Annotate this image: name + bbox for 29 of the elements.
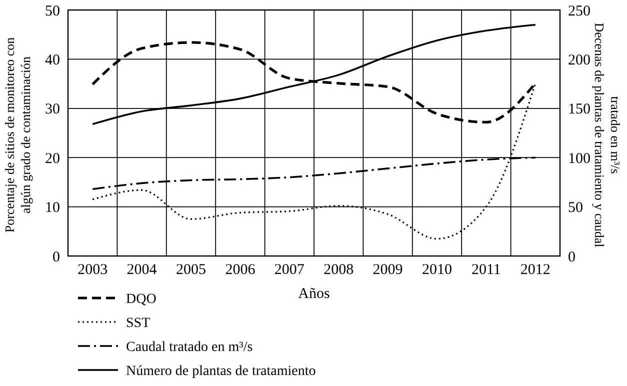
y-axis-title: Porcentaje de sitios de monitoreo con algún grado de contaminación xyxy=(2,36,33,233)
legend-label: SST xyxy=(126,316,151,331)
y-tick-label: 50 xyxy=(45,3,60,20)
x-tick-label: 2004 xyxy=(126,262,158,278)
x-tick-label: 2009 xyxy=(372,262,403,278)
y-tick-label: 10 xyxy=(45,200,60,216)
y2-tick-label: 250 xyxy=(568,3,590,20)
y-tick-label: 20 xyxy=(45,150,60,167)
y2-tick-label: 100 xyxy=(568,150,590,167)
x-tick-label: 2010 xyxy=(422,262,452,278)
legend-label: Caudal tratado en m³/s xyxy=(126,340,253,355)
y2-tick-label: 0 xyxy=(568,249,576,266)
y2-tick-label: 50 xyxy=(568,200,583,216)
legend-label: Número de plantas de tratamiento xyxy=(126,364,316,379)
x-tick-label: 2006 xyxy=(225,262,256,278)
x-tick-label: 2011 xyxy=(471,262,501,278)
y-tick-label: 30 xyxy=(45,102,60,118)
y-tick-label: 0 xyxy=(52,249,60,266)
y-tick-label: 40 xyxy=(45,52,60,68)
y2-tick-label: 200 xyxy=(568,52,590,68)
y2-tick-label: 150 xyxy=(568,102,590,118)
legend-label: DQO xyxy=(126,292,156,307)
x-tick-label: 2005 xyxy=(176,262,206,278)
x-tick-label: 2007 xyxy=(274,262,305,278)
x-tick-label: 2003 xyxy=(78,262,108,278)
y2-axis-title: Decenas de plantas de tratamiento y caudal tratado en m³/s xyxy=(592,22,623,248)
x-tick-label: 2012 xyxy=(520,262,550,278)
x-axis-title: Años xyxy=(298,286,330,302)
x-tick-label: 2008 xyxy=(324,262,354,278)
